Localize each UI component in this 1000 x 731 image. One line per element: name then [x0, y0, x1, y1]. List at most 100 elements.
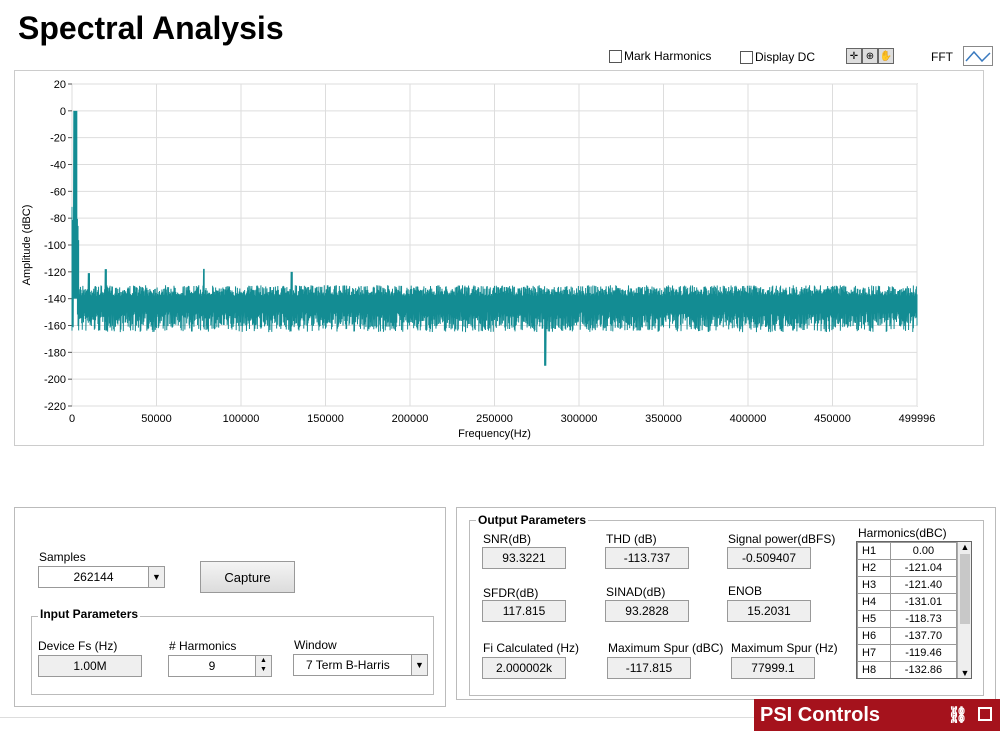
sinad-label: SINAD(dB) — [606, 585, 666, 599]
harmonic-name: H5 — [857, 610, 891, 628]
x-tick-label: 450000 — [814, 413, 851, 425]
signal-power-label: Signal power(dBFS) — [728, 532, 836, 546]
y-tick-label: -200 — [44, 374, 66, 386]
harmonic-name: H1 — [857, 542, 891, 560]
harmonic-name: H6 — [857, 627, 891, 645]
spectrum-trace — [71, 110, 918, 366]
harmonic-name: H2 — [857, 559, 891, 577]
y-tick-label: 0 — [60, 106, 66, 118]
fi-calculated-value: 2.000002k — [482, 657, 566, 679]
snr-value: 93.3221 — [482, 547, 566, 569]
checkbox-icon[interactable] — [740, 50, 753, 64]
harmonics-row[interactable]: H6 -137.70 — [857, 627, 958, 645]
chevron-down-icon[interactable]: ▼ — [148, 567, 164, 587]
zoom-icon[interactable]: ⊕ — [862, 48, 878, 64]
y-tick-label: -100 — [44, 240, 66, 252]
page-title: Spectral Analysis — [18, 10, 284, 46]
y-tick-label: -120 — [44, 267, 66, 279]
spectrum-plot-frame — [14, 70, 984, 446]
harmonic-name: H7 — [857, 644, 891, 662]
x-tick-label: 200000 — [392, 413, 429, 425]
psi-controls-label: PSI Controls — [760, 703, 881, 726]
chevron-down-icon[interactable]: ▼ — [411, 655, 427, 675]
checkbox-icon[interactable] — [609, 49, 622, 63]
mark-harmonics-checkbox[interactable]: Mark Harmonics — [609, 49, 711, 63]
display-dc-checkbox[interactable]: Display DC — [740, 50, 815, 64]
output-parameters-group — [469, 520, 984, 696]
psi-controls-bar[interactable]: PSI Controls ⛓ — [754, 699, 1000, 731]
window-label: Window — [294, 638, 337, 652]
sfdr-label: SFDR(dB) — [483, 586, 539, 600]
samples-select[interactable]: 262144 ▼ — [38, 566, 165, 588]
harmonic-value: -119.46 — [889, 644, 958, 662]
harmonic-value: -121.04 — [889, 559, 958, 577]
acquisition-panel — [14, 507, 446, 707]
harmonics-count-label: # Harmonics — [169, 639, 237, 653]
pan-hand-icon[interactable]: ✋ — [878, 48, 894, 64]
max-spur-dbc-label: Maximum Spur (dBC) — [608, 641, 724, 655]
harmonics-row[interactable]: H3 -121.40 — [857, 576, 958, 594]
x-tick-label: 400000 — [730, 413, 767, 425]
maximize-icon[interactable] — [978, 707, 992, 721]
y-tick-label: -40 — [50, 160, 66, 172]
thd-label: THD (dB) — [606, 532, 657, 546]
harmonics-scrollbar[interactable]: ▲ ▼ — [957, 542, 971, 678]
x-axis-label: Frequency(Hz) — [458, 428, 531, 440]
x-tick-label: 0 — [69, 413, 75, 425]
display-dc-label: Display DC — [755, 50, 816, 64]
samples-value: 262144 — [73, 570, 114, 584]
harmonics-row[interactable]: H2 -121.04 — [857, 559, 958, 577]
scroll-down-icon[interactable]: ▼ — [960, 668, 970, 678]
x-tick-label: 100000 — [223, 413, 260, 425]
x-tick-label: 150000 — [307, 413, 344, 425]
y-tick-label: -220 — [44, 401, 66, 413]
max-spur-hz-label: Maximum Spur (Hz) — [731, 641, 838, 655]
capture-button[interactable]: Capture — [200, 561, 295, 593]
harmonic-value: -131.01 — [889, 593, 958, 611]
harmonics-row[interactable]: H5 -118.73 — [857, 610, 958, 628]
max-spur-hz-value: 77999.1 — [731, 657, 815, 679]
sinad-value: 93.2828 — [605, 600, 689, 622]
harmonics-row[interactable]: H1 0.00 — [857, 542, 958, 560]
device-fs-label: Device Fs (Hz) — [38, 639, 118, 653]
scroll-up-icon[interactable]: ▲ — [960, 542, 970, 552]
harmonics-row[interactable]: H8 -132.86 — [857, 661, 958, 678]
harmonics-table[interactable]: H1 0.00 H2 -121.04 H3 -121.40 H4 -131.01 H5 -118.… — [856, 541, 972, 679]
harmonic-name: H4 — [857, 593, 891, 611]
scrollbar-thumb[interactable] — [960, 554, 970, 624]
signal-power-value: -0.509407 — [727, 547, 811, 569]
harmonics-row[interactable]: H7 -119.46 — [857, 644, 958, 662]
mark-harmonics-label: Mark Harmonics — [624, 49, 712, 63]
device-fs-field[interactable]: 1.00M — [38, 655, 142, 677]
snr-label: SNR(dB) — [483, 532, 532, 546]
max-spur-dbc-value: -117.815 — [607, 657, 691, 679]
stepper-arrows-icon[interactable]: ▲ ▼ — [255, 656, 271, 676]
window-select[interactable]: 7 Term B-Harris ▼ — [293, 654, 428, 676]
harmonic-name: H8 — [857, 661, 891, 678]
crosshair-icon[interactable]: ✛ — [846, 48, 862, 64]
enob-label: ENOB — [728, 584, 763, 598]
fft-label: FFT — [931, 50, 953, 64]
spectrum-chart[interactable]: 0 50000 100000 150000 200000 250000 300000 3500… — [14, 70, 984, 446]
harmonics-table-title: Harmonics(dBC) — [858, 526, 947, 540]
harmonic-value: -121.40 — [889, 576, 958, 594]
window-value: 7 Term B-Harris — [306, 658, 390, 672]
harmonic-value: 0.00 — [889, 542, 958, 560]
harmonic-value: -132.86 — [889, 661, 958, 678]
enob-value: 15.2031 — [727, 600, 811, 622]
thd-value: -113.737 — [605, 547, 689, 569]
fft-line-style-icon[interactable] — [963, 46, 993, 66]
divider — [0, 717, 754, 718]
harmonics-count-stepper[interactable]: 9 ▲ ▼ — [168, 655, 272, 677]
harmonic-value: -118.73 — [889, 610, 958, 628]
y-tick-label: -20 — [50, 133, 66, 145]
x-tick-label: 50000 — [141, 413, 172, 425]
harmonics-row[interactable]: H4 -131.01 — [857, 593, 958, 611]
x-tick-label: 300000 — [561, 413, 598, 425]
unlink-icon[interactable]: ⛓ — [947, 707, 968, 724]
harmonic-name: H3 — [857, 576, 891, 594]
harmonics-count-value: 9 — [208, 659, 216, 673]
y-tick-label: -160 — [44, 321, 66, 333]
samples-label: Samples — [39, 550, 86, 564]
x-tick-label: 499996 — [899, 413, 936, 425]
